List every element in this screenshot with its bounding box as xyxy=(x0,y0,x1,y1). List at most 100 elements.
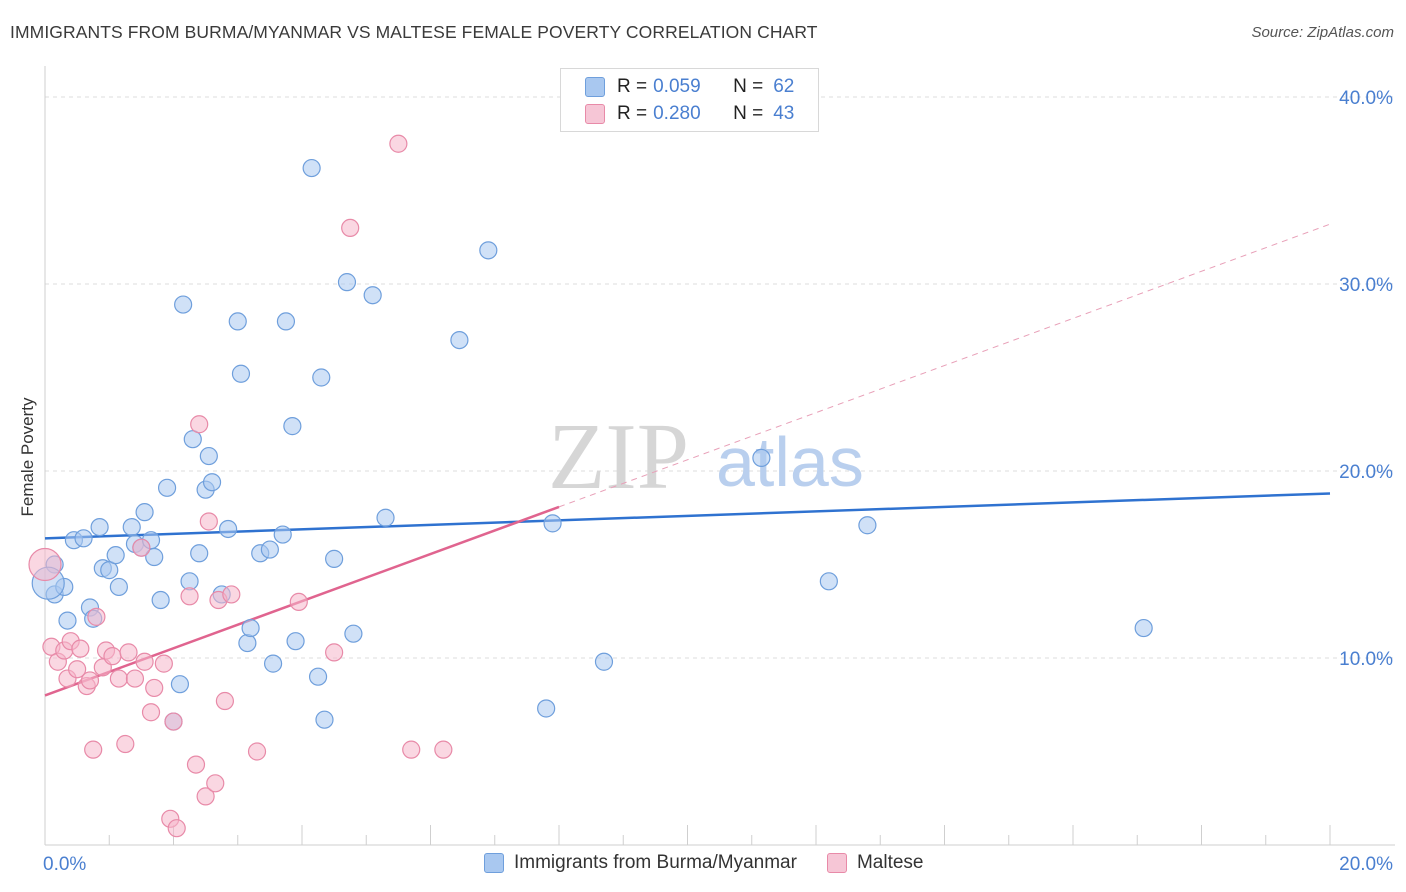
point-burma xyxy=(145,547,164,567)
point-maltese xyxy=(87,607,106,626)
point-burma xyxy=(100,561,119,580)
point-burma xyxy=(183,430,202,449)
y-axis-label: Female Poverty xyxy=(18,397,37,517)
point-burma xyxy=(202,473,222,492)
point-maltese xyxy=(71,639,90,658)
point-burma xyxy=(819,572,838,591)
point-burma xyxy=(337,273,357,292)
point-burma xyxy=(90,517,109,537)
legend-n-value: 43 xyxy=(773,103,795,124)
point-burma xyxy=(752,448,771,468)
zipatlas-watermark: ZIP atlas xyxy=(548,405,864,509)
point-burma xyxy=(308,667,328,686)
chart-title: IMMIGRANTS FROM BURMA/MYANMAR VS MALTESE… xyxy=(10,22,818,42)
legend-item-burma[interactable]: Immigrants from Burma/Myanmar xyxy=(484,852,797,874)
point-burma xyxy=(157,478,177,497)
point-maltese xyxy=(222,585,241,604)
correlation-legend: R = 0.059 N = 62 R = 0.280 N = 43 xyxy=(560,68,819,132)
point-maltese xyxy=(135,652,154,671)
x-tick-label: 20.0% xyxy=(1339,854,1393,875)
point-maltese xyxy=(145,678,164,698)
legend-item-maltese[interactable]: Maltese xyxy=(826,852,924,874)
point-maltese xyxy=(190,415,209,434)
point-burma xyxy=(1134,618,1153,638)
point-burma xyxy=(231,364,251,383)
point-burma xyxy=(106,546,125,565)
point-burma xyxy=(260,540,279,559)
point-burma xyxy=(135,503,154,522)
point-burma xyxy=(263,654,283,673)
point-burma xyxy=(199,446,218,466)
point-maltese xyxy=(119,643,138,662)
x-tick-label: 0.0% xyxy=(43,854,86,875)
point-maltese xyxy=(325,643,344,662)
point-burma xyxy=(450,331,469,350)
y-tick-label: 10.0% xyxy=(1339,649,1393,670)
y-tick-label: 40.0% xyxy=(1339,88,1393,109)
legend-r-label: R = xyxy=(617,76,648,97)
point-maltese xyxy=(164,712,183,731)
point-maltese xyxy=(125,669,145,688)
point-maltese xyxy=(199,512,218,531)
trend-line-maltese-extrapolated xyxy=(558,223,1331,508)
point-burma xyxy=(122,517,141,537)
point-maltese xyxy=(154,654,173,673)
point-maltese xyxy=(215,691,234,711)
legend-swatch-blue xyxy=(585,77,605,97)
point-burma xyxy=(228,312,247,331)
point-burma xyxy=(74,529,93,548)
point-burma xyxy=(151,590,170,610)
point-maltese xyxy=(132,538,151,557)
point-burma xyxy=(190,544,209,563)
trend-line-burma xyxy=(44,492,1331,540)
legend-r-value: 0.280 xyxy=(653,103,701,124)
y-tick-label: 30.0% xyxy=(1339,275,1393,296)
point-maltese xyxy=(289,592,308,612)
legend-n-label: N = xyxy=(733,76,764,97)
y-tick-label: 20.0% xyxy=(1339,462,1393,483)
point-maltese xyxy=(28,547,62,582)
chart-source: Source: ZipAtlas.com xyxy=(1251,24,1394,41)
point-burma xyxy=(543,514,562,533)
point-maltese xyxy=(80,671,100,690)
legend-row-maltese: R = 0.280 N = 43 xyxy=(585,101,794,127)
point-burma xyxy=(479,241,498,260)
legend-r-label: R = xyxy=(617,103,648,124)
legend-r-value: 0.059 xyxy=(653,76,701,97)
legend-n-label: N = xyxy=(733,103,764,124)
point-burma xyxy=(238,633,257,653)
point-maltese xyxy=(402,740,421,759)
point-maltese xyxy=(141,703,161,722)
point-burma xyxy=(363,286,382,305)
point-burma xyxy=(376,508,395,527)
legend-label-maltese: Maltese xyxy=(856,852,924,873)
point-maltese xyxy=(206,774,225,793)
point-burma xyxy=(283,417,302,436)
point-maltese xyxy=(84,740,103,759)
legend-label-burma: Immigrants from Burma/Myanmar xyxy=(514,852,797,873)
watermark-atlas: atlas xyxy=(716,423,864,501)
point-burma xyxy=(594,652,614,671)
point-maltese xyxy=(116,734,135,754)
point-burma xyxy=(219,519,238,539)
axis-layer xyxy=(44,66,1395,846)
point-burma xyxy=(858,516,877,535)
point-maltese xyxy=(186,755,206,774)
point-burma xyxy=(276,312,296,331)
point-burma xyxy=(315,710,334,729)
point-maltese xyxy=(341,218,360,237)
point-maltese xyxy=(180,587,199,606)
point-burma xyxy=(174,295,193,314)
point-maltese xyxy=(103,647,122,666)
point-maltese xyxy=(109,669,128,688)
points-layer xyxy=(28,134,1153,838)
point-maltese xyxy=(389,134,408,153)
point-burma xyxy=(312,368,331,387)
point-burma xyxy=(58,611,77,630)
point-maltese xyxy=(167,819,186,838)
point-burma xyxy=(302,158,321,178)
point-burma xyxy=(286,632,305,651)
point-burma xyxy=(273,525,292,544)
point-maltese xyxy=(434,740,453,759)
